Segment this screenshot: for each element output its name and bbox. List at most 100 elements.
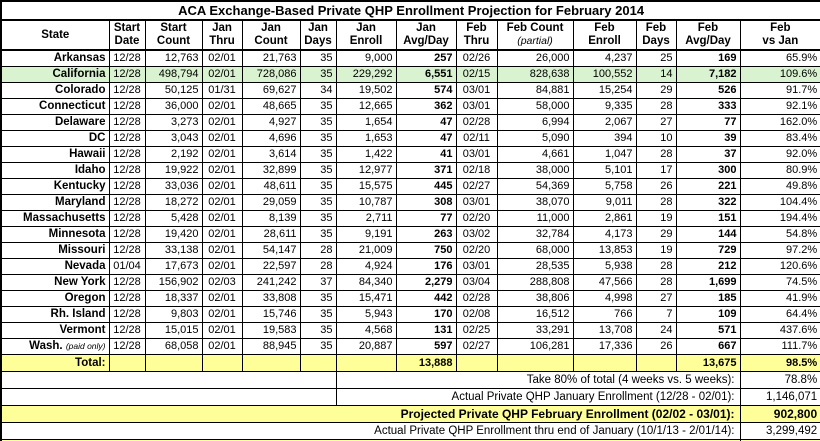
value-cell-feb-avgday[interactable]: 729 <box>675 242 741 259</box>
value-cell-feb-vs-jan[interactable]: 91.7% <box>739 82 820 99</box>
value-cell-feb-enroll[interactable]: 9,011 <box>572 194 637 211</box>
state-cell[interactable]: Minnesota <box>0 226 110 243</box>
total-feb-vs-jan[interactable]: 98.5% <box>739 354 820 372</box>
col-header-jan-count[interactable]: Jan Count <box>241 19 301 51</box>
value-cell-jan-days[interactable]: 35 <box>299 194 337 211</box>
col-header-jan-thru[interactable]: Jan Thru <box>201 19 243 51</box>
summary-spacer[interactable] <box>0 388 337 406</box>
value-cell-feb-avgday[interactable]: 300 <box>675 162 741 179</box>
value-cell-start-date[interactable]: 01/04 <box>108 258 146 275</box>
value-cell-feb-count[interactable]: 38,806 <box>496 290 574 307</box>
value-cell-feb-thru[interactable]: 03/01 <box>455 258 498 275</box>
value-cell-feb-days[interactable]: 28 <box>635 194 677 211</box>
value-cell-feb-days[interactable]: 28 <box>635 98 677 115</box>
value-cell-feb-enroll[interactable]: 15,254 <box>572 82 637 99</box>
value-cell-feb-enroll[interactable]: 5,938 <box>572 258 637 275</box>
value-cell-jan-count[interactable]: 3,614 <box>241 146 301 163</box>
value-cell-feb-vs-jan[interactable]: 120.6% <box>739 258 820 275</box>
value-cell-jan-enroll[interactable]: 1,422 <box>335 146 397 163</box>
value-cell-feb-days[interactable]: 17 <box>635 162 677 179</box>
value-cell-jan-avgday[interactable]: 41 <box>395 146 457 163</box>
value-cell-feb-count[interactable]: 28,535 <box>496 258 574 275</box>
value-cell-feb-count[interactable]: 32,784 <box>496 226 574 243</box>
value-cell-jan-count[interactable]: 15,746 <box>241 306 301 323</box>
value-cell-jan-thru[interactable]: 02/01 <box>201 162 243 179</box>
col-header-start-count[interactable]: Start Count <box>144 19 203 51</box>
value-cell-jan-count[interactable]: 69,627 <box>241 82 301 99</box>
value-cell-jan-enroll[interactable]: 4,924 <box>335 258 397 275</box>
value-cell-jan-days[interactable]: 34 <box>299 82 337 99</box>
value-cell-feb-count[interactable]: 5,090 <box>496 130 574 147</box>
state-cell[interactable]: Maryland <box>0 194 110 211</box>
value-cell-feb-avgday[interactable]: 185 <box>675 290 741 307</box>
value-cell-start-date[interactable]: 12/28 <box>108 130 146 147</box>
value-cell-jan-count[interactable]: 4,927 <box>241 114 301 131</box>
value-cell-jan-thru[interactable]: 02/01 <box>201 322 243 339</box>
value-cell-feb-thru[interactable]: 02/25 <box>455 322 498 339</box>
value-cell-feb-avgday[interactable]: 7,182 <box>675 66 741 83</box>
value-cell-jan-thru[interactable]: 02/01 <box>201 258 243 275</box>
value-cell-jan-avgday[interactable]: 750 <box>395 242 457 259</box>
value-cell-feb-days[interactable]: 7 <box>635 306 677 323</box>
col-header-jan-avgday[interactable]: Jan Avg/Day <box>395 19 457 51</box>
value-cell-feb-enroll[interactable]: 766 <box>572 306 637 323</box>
value-cell-jan-enroll[interactable]: 10,787 <box>335 194 397 211</box>
value-cell-jan-avgday[interactable]: 371 <box>395 162 457 179</box>
value-cell-start-date[interactable]: 12/28 <box>108 194 146 211</box>
value-cell-jan-days[interactable]: 35 <box>299 306 337 323</box>
value-cell-jan-enroll[interactable]: 4,568 <box>335 322 397 339</box>
value-cell-jan-count[interactable]: 88,945 <box>241 338 301 355</box>
summary-label[interactable]: Actual Private QHP January Enrollment (1… <box>335 388 741 406</box>
value-cell-feb-avgday[interactable]: 144 <box>675 226 741 243</box>
value-cell-start-count[interactable]: 18,337 <box>144 290 203 307</box>
value-cell-jan-days[interactable]: 35 <box>299 49 337 67</box>
value-cell-feb-vs-jan[interactable]: 162.0% <box>739 114 820 131</box>
value-cell-start-date[interactable]: 12/28 <box>108 274 146 291</box>
value-cell-start-count[interactable]: 33,036 <box>144 178 203 195</box>
value-cell-feb-count[interactable]: 84,881 <box>496 82 574 99</box>
value-cell-start-date[interactable]: 12/28 <box>108 226 146 243</box>
value-cell-start-count[interactable]: 18,272 <box>144 194 203 211</box>
value-cell-jan-avgday[interactable]: 263 <box>395 226 457 243</box>
value-cell-feb-days[interactable]: 14 <box>635 66 677 83</box>
value-cell-jan-count[interactable]: 28,611 <box>241 226 301 243</box>
value-cell-feb-avgday[interactable]: 39 <box>675 130 741 147</box>
value-cell-feb-vs-jan[interactable]: 74.5% <box>739 274 820 291</box>
value-cell-feb-vs-jan[interactable]: 64.4% <box>739 306 820 323</box>
total-empty-feb-enroll[interactable] <box>572 354 637 372</box>
state-cell[interactable]: Nevada <box>0 258 110 275</box>
value-cell-jan-days[interactable]: 35 <box>299 146 337 163</box>
value-cell-feb-vs-jan[interactable]: 92.1% <box>739 98 820 115</box>
col-header-jan-enroll[interactable]: Jan Enroll <box>335 19 397 51</box>
total-empty-jan-enroll[interactable] <box>335 354 397 372</box>
value-cell-jan-enroll[interactable]: 21,009 <box>335 242 397 259</box>
value-cell-jan-days[interactable]: 35 <box>299 178 337 195</box>
value-cell-feb-count[interactable]: 4,661 <box>496 146 574 163</box>
value-cell-feb-thru[interactable]: 02/26 <box>455 49 498 67</box>
value-cell-start-count[interactable]: 2,192 <box>144 146 203 163</box>
value-cell-feb-thru[interactable]: 03/01 <box>455 194 498 211</box>
value-cell-feb-enroll[interactable]: 1,047 <box>572 146 637 163</box>
value-cell-jan-thru[interactable]: 02/01 <box>201 130 243 147</box>
value-cell-feb-count[interactable]: 33,291 <box>496 322 574 339</box>
value-cell-jan-thru[interactable]: 02/01 <box>201 338 243 355</box>
value-cell-feb-count[interactable]: 68,000 <box>496 242 574 259</box>
value-cell-feb-avgday[interactable]: 109 <box>675 306 741 323</box>
state-cell[interactable]: Massachusetts <box>0 210 110 227</box>
value-cell-start-count[interactable]: 36,000 <box>144 98 203 115</box>
value-cell-jan-avgday[interactable]: 308 <box>395 194 457 211</box>
value-cell-start-date[interactable]: 12/28 <box>108 162 146 179</box>
value-cell-feb-days[interactable]: 19 <box>635 242 677 259</box>
value-cell-feb-enroll[interactable]: 13,708 <box>572 322 637 339</box>
value-cell-jan-enroll[interactable]: 9,191 <box>335 226 397 243</box>
value-cell-jan-enroll[interactable]: 20,887 <box>335 338 397 355</box>
value-cell-start-date[interactable]: 12/28 <box>108 114 146 131</box>
value-cell-feb-avgday[interactable]: 333 <box>675 98 741 115</box>
value-cell-feb-enroll[interactable]: 17,336 <box>572 338 637 355</box>
value-cell-feb-thru[interactable]: 03/04 <box>455 274 498 291</box>
value-cell-feb-count[interactable]: 828,638 <box>496 66 574 83</box>
value-cell-feb-days[interactable]: 26 <box>635 338 677 355</box>
value-cell-feb-thru[interactable]: 02/27 <box>455 178 498 195</box>
summary-spacer[interactable] <box>0 371 337 389</box>
value-cell-feb-days[interactable]: 26 <box>635 178 677 195</box>
